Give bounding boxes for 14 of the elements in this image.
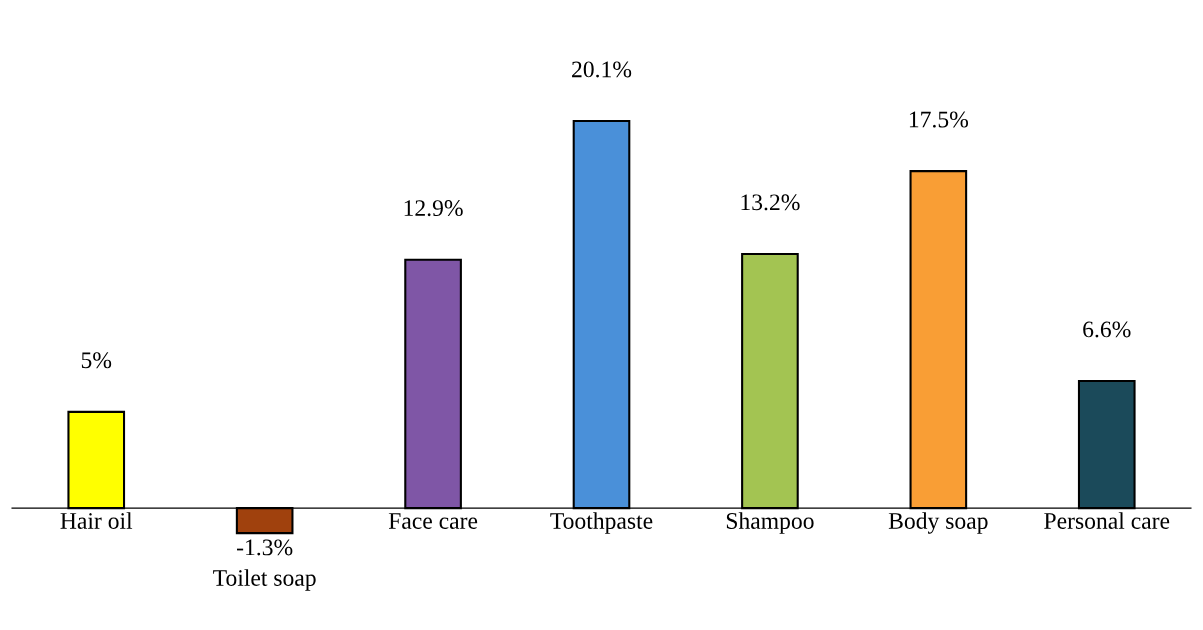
- data-label: 20.1%: [572, 61, 632, 78]
- data-label: -1.3%: [237, 539, 293, 556]
- data-label: 6.6%: [1083, 321, 1131, 338]
- x-tick-label: Toilet soap: [213, 569, 316, 591]
- x-tick-label: Personal care: [1044, 512, 1170, 529]
- x-tick-label: Body soap: [888, 512, 988, 534]
- data-label: 12.9%: [404, 200, 463, 217]
- data-label: 5%: [81, 352, 112, 369]
- x-tick-label: Hair oil: [60, 512, 133, 529]
- data-label: 17.5%: [909, 111, 969, 128]
- x-tick-label: Face care: [388, 513, 478, 529]
- x-tick-label: Shampoo: [726, 512, 814, 534]
- x-tick-label: Toothpaste: [550, 512, 653, 534]
- data-label: 13.2%: [741, 194, 800, 211]
